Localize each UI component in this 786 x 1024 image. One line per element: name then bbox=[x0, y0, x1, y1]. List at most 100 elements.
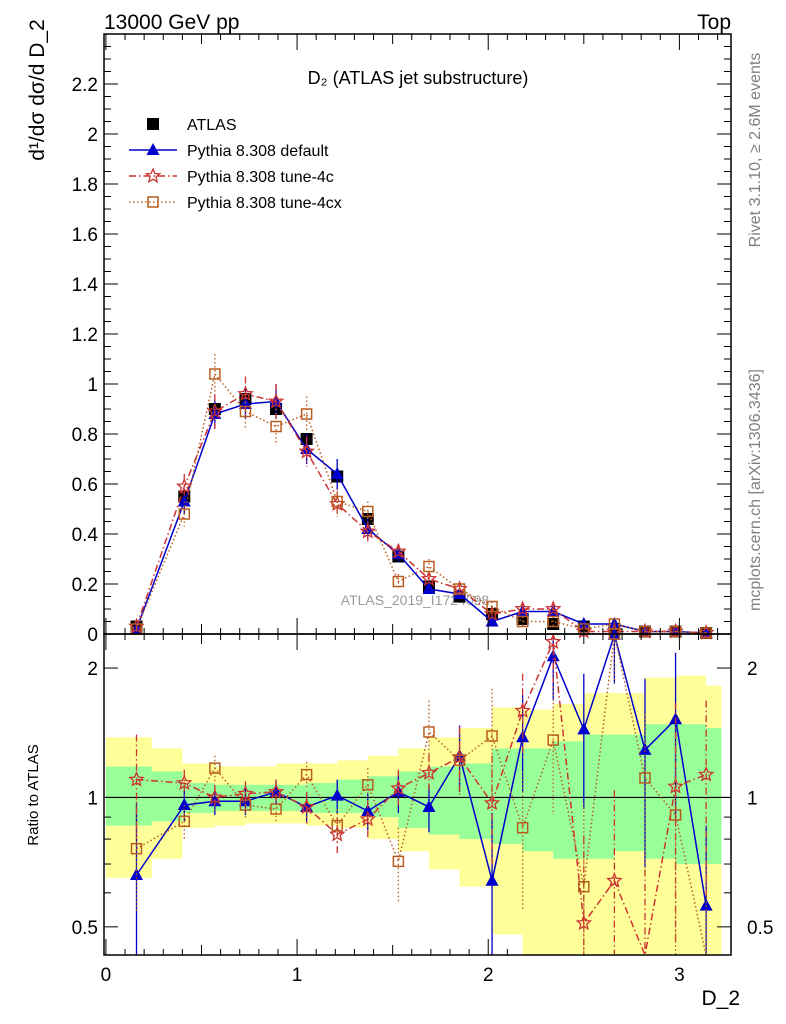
green-band-bin bbox=[151, 771, 183, 822]
green-band-bin bbox=[553, 741, 584, 859]
ratio-point bbox=[359, 810, 377, 827]
ratio-point bbox=[267, 783, 285, 799]
y-tick-label: 1.4 bbox=[72, 275, 99, 296]
analysis-watermark: ATLAS_2019_I1724098 bbox=[341, 592, 490, 608]
data-point bbox=[206, 402, 224, 419]
ratio-point bbox=[547, 734, 559, 746]
data-point bbox=[359, 522, 377, 539]
data-point bbox=[331, 495, 343, 508]
legend-label: ATLAS bbox=[187, 117, 237, 134]
ratio-point bbox=[178, 815, 191, 828]
data-point bbox=[485, 614, 499, 627]
data-point bbox=[547, 618, 560, 630]
data-point bbox=[267, 392, 285, 409]
y-tick-label: 1.2 bbox=[72, 325, 98, 346]
ratio-point bbox=[175, 774, 193, 791]
ratio-point bbox=[514, 702, 531, 718]
data-point bbox=[420, 570, 438, 587]
data-point bbox=[270, 420, 282, 433]
ratio-point bbox=[638, 742, 652, 755]
ratio-point bbox=[699, 898, 713, 911]
legend-marker bbox=[147, 118, 159, 130]
ratio-tick-label: 2 bbox=[747, 659, 758, 680]
data-point bbox=[330, 467, 344, 479]
data-point bbox=[178, 508, 191, 520]
data-point bbox=[362, 505, 374, 518]
x-tick-label: 3 bbox=[674, 965, 685, 986]
ratio-plot: 0.5 0.5 1 1 2 2 bbox=[72, 627, 773, 958]
y-tick-label: 0 bbox=[87, 625, 98, 646]
ratio-point bbox=[239, 799, 252, 811]
data-point bbox=[669, 625, 682, 638]
data-point bbox=[175, 477, 193, 494]
main-plot: ATLAS_2019_I1724098 0 0.2 0.4 0.6 0.8 1 1.2 1.4 1… bbox=[72, 33, 732, 986]
main-title: D₂ (ATLAS jet substructure) bbox=[308, 68, 529, 88]
ratio-point bbox=[422, 800, 436, 813]
ratio-point bbox=[578, 880, 590, 893]
header-left: 13000 GeV pp bbox=[104, 11, 239, 34]
ratio-point bbox=[486, 730, 498, 742]
ratio-point bbox=[298, 798, 315, 815]
ratio-tick-label: 1 bbox=[747, 788, 758, 809]
y-tick-label: 0.4 bbox=[72, 525, 99, 546]
green-band-bin bbox=[105, 766, 122, 826]
green-band-bin bbox=[706, 728, 722, 865]
ratio-point bbox=[390, 779, 407, 796]
ratio-tick-label: 0.5 bbox=[747, 918, 773, 939]
y-tick-label: 0.6 bbox=[72, 475, 98, 496]
ratio-point bbox=[575, 914, 593, 931]
legend-label: Pythia 8.308 default bbox=[187, 143, 329, 160]
data-point bbox=[177, 494, 191, 507]
legend-label: Pythia 8.308 tune-4cx bbox=[187, 195, 342, 212]
ratio-ylabel: Ratio to ATLAS bbox=[25, 744, 42, 845]
ratio-point bbox=[485, 873, 499, 886]
y-tick-label: 2 bbox=[87, 125, 98, 146]
ratio-tick-label: 1 bbox=[87, 788, 98, 809]
x-tick-label: 1 bbox=[292, 965, 303, 986]
mcplots-credit: mcplots.cern.ch [arXiv:1306.3436] bbox=[747, 369, 764, 611]
data-point bbox=[239, 405, 252, 418]
green-band-bin bbox=[522, 748, 554, 852]
rivet-version: Rivet 3.1.10, ≥ 2.6M events bbox=[747, 53, 764, 248]
ratio-point bbox=[270, 803, 282, 815]
x-axis-label: D_2 bbox=[701, 987, 740, 1010]
ratio-tick-label: 2 bbox=[87, 659, 98, 680]
legend-label: Pythia 8.308 tune-4c bbox=[187, 169, 334, 186]
y-tick-label: 2.2 bbox=[72, 75, 98, 96]
green-band-bin bbox=[644, 724, 676, 859]
ratio-point bbox=[483, 794, 501, 811]
data-point bbox=[209, 368, 221, 380]
ratio-point bbox=[300, 768, 313, 781]
header-right: Top bbox=[697, 11, 731, 34]
ratio-point bbox=[420, 764, 438, 780]
ratio-point bbox=[209, 762, 221, 774]
y-tick-label: 0.2 bbox=[72, 575, 98, 596]
data-point bbox=[390, 542, 407, 559]
data-point bbox=[486, 600, 498, 613]
data-point bbox=[639, 625, 651, 638]
data-point bbox=[547, 615, 559, 628]
ratio-point bbox=[177, 798, 191, 811]
ratio-point bbox=[331, 819, 343, 832]
data-point bbox=[300, 408, 313, 420]
legend-marker bbox=[147, 196, 159, 208]
ratio-point bbox=[362, 779, 374, 791]
ratio-point bbox=[330, 788, 344, 801]
data-point bbox=[298, 442, 315, 459]
data-point bbox=[392, 575, 405, 588]
ratio-point bbox=[130, 842, 143, 855]
green-band-bin bbox=[583, 734, 615, 859]
ratio-point bbox=[697, 765, 715, 782]
data-point bbox=[422, 582, 436, 594]
ratio-point bbox=[669, 809, 682, 821]
ratio-point bbox=[453, 754, 466, 767]
ratio-point bbox=[361, 803, 375, 816]
data-point bbox=[237, 385, 254, 402]
green-band-bin bbox=[428, 766, 460, 835]
ratio-point bbox=[606, 872, 623, 888]
ratio-point bbox=[423, 726, 435, 738]
data-point bbox=[423, 560, 435, 573]
main-ylabel: d¹/dσ dσ/d D_2 bbox=[26, 19, 49, 161]
data-point bbox=[453, 583, 466, 595]
ratio-point bbox=[128, 770, 145, 787]
